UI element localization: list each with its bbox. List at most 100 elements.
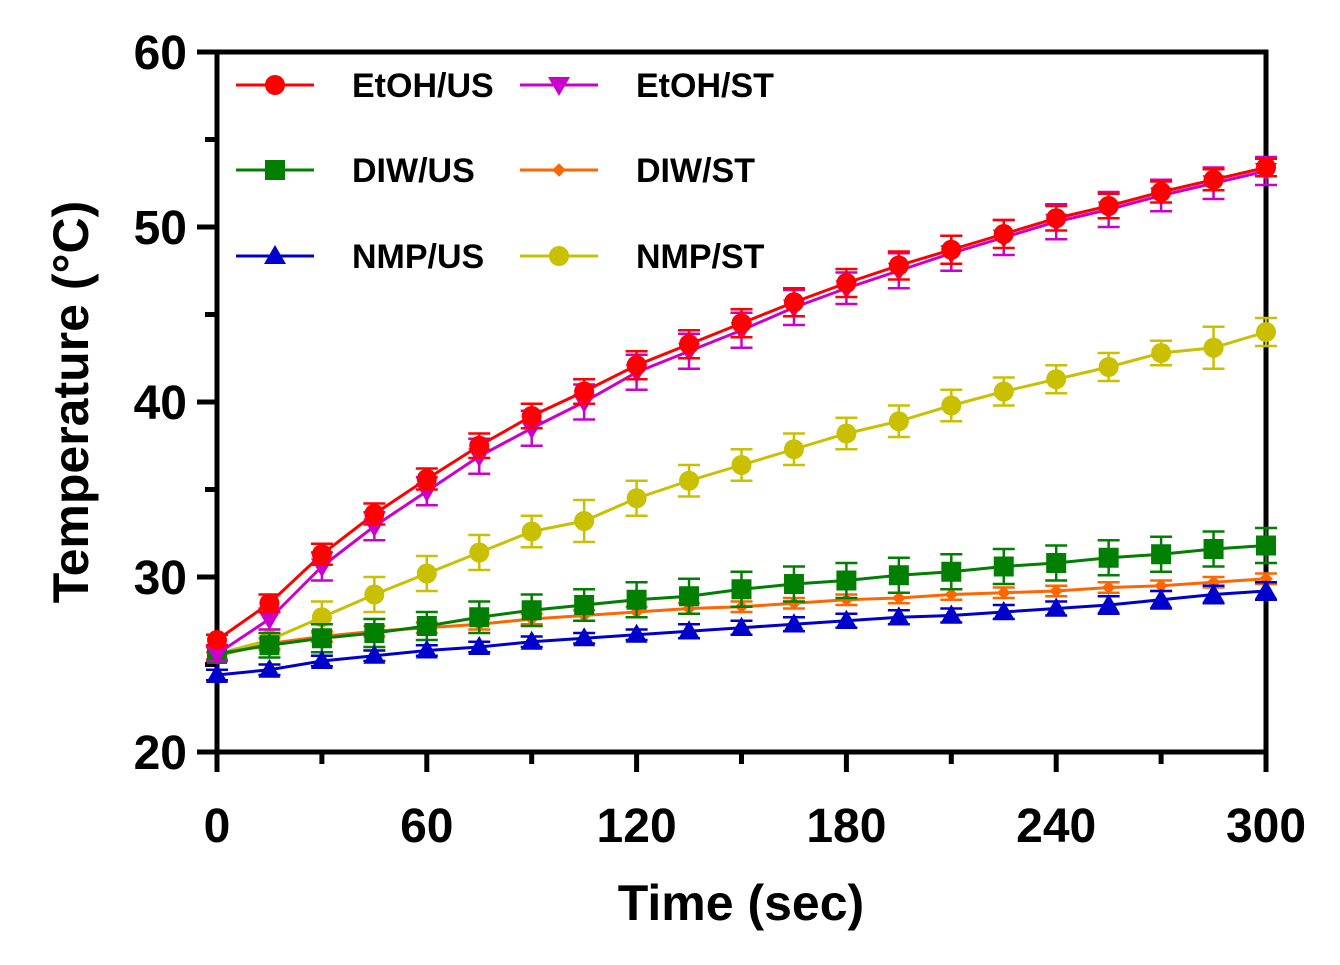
data-point [783,292,804,313]
data-point [993,381,1014,402]
data-point [1046,208,1067,229]
data-point [574,511,595,531]
data-point [573,627,596,647]
data-point [1046,553,1067,573]
x-tick-label: 240 [1016,800,1096,853]
data-point [364,623,385,643]
data-point [521,600,542,621]
legend-label: DIW/US [352,152,475,190]
data-point [731,455,752,475]
data-point [783,439,804,460]
data-point [941,239,962,260]
data-point [993,556,1014,577]
data-point [364,504,385,524]
data-point [310,558,333,578]
data-point [311,544,332,565]
data-point [626,589,647,610]
data-point [416,563,437,584]
data-point [1154,579,1168,593]
data-point [311,628,332,649]
data-point [626,355,647,376]
data-point [1101,580,1116,595]
data-point [206,646,228,665]
data-point [836,423,857,444]
data-point [1255,580,1277,599]
legend-marker [265,75,285,95]
legend-label: NMP/ST [636,238,765,276]
data-point [469,607,490,628]
legend-label: EtOH/ST [636,67,774,105]
data-point [207,630,227,650]
data-point [836,570,857,591]
data-point [521,521,542,542]
data-point [415,639,438,659]
x-tick-label: 180 [806,800,886,853]
data-point [520,420,543,440]
data-point [416,616,437,636]
data-point [679,586,700,607]
series-etoh-us [206,157,1277,650]
x-tick-label: 300 [1226,800,1306,853]
data-point [574,381,595,402]
y-tick-label: 50 [134,202,187,255]
data-point [888,565,909,586]
data-point [731,579,752,600]
data-point [469,435,490,456]
data-point [415,483,438,503]
x-tick-label: 60 [400,800,453,853]
data-point [1256,157,1276,178]
data-point [783,574,804,594]
data-point [1151,544,1172,565]
data-point [626,488,647,509]
y-tick-label: 60 [134,27,187,80]
data-point [678,620,701,640]
data-point [1256,535,1276,556]
y-tick-label: 20 [134,727,187,780]
data-point [310,650,333,669]
x-tick-label: 0 [204,800,231,853]
data-point [1098,357,1119,377]
data-point [782,613,805,633]
data-point [888,411,909,432]
data-point [679,334,700,355]
legend-marker [264,245,286,264]
data-point [1046,369,1067,390]
legend-marker [549,246,569,266]
data-point [363,518,386,538]
data-point [940,604,963,624]
data-point [1150,588,1173,608]
data-point [944,587,959,602]
data-point [1151,182,1172,202]
data-point [993,224,1014,244]
axes: 20 30 40 50 60 0 60 120 180 240 300 [134,27,1306,853]
data-point [679,470,700,491]
legend-item: NMP/US [236,238,484,276]
data-point [1098,547,1119,568]
data-point [311,607,332,628]
data-point [941,395,962,416]
data-point [1097,594,1120,613]
data-point [892,591,906,605]
y-axis-title: Temperature (°C) [43,201,99,603]
data-point [941,561,962,582]
data-point [520,630,543,650]
legend: EtOH/US EtOH/ST DIW/US DIW/ST NMP/US NMP/ST [236,67,774,276]
legend-label: DIW/ST [636,152,755,190]
data-point [1049,584,1063,598]
legend-item: DIW/US [236,152,475,190]
data-point [992,601,1015,620]
data-point [1256,322,1276,342]
data-point [1151,343,1172,363]
data-point [259,635,280,656]
y-tick-label: 30 [134,552,187,605]
series-nmp-us [206,580,1277,683]
legend-label: NMP/US [352,238,484,276]
data-point [469,542,490,563]
data-point [258,658,281,678]
data-point [521,406,542,426]
x-tick-label: 120 [597,800,677,853]
legend-marker [552,163,566,177]
data-point [1045,597,1068,617]
legend-item: DIW/ST [520,152,755,190]
